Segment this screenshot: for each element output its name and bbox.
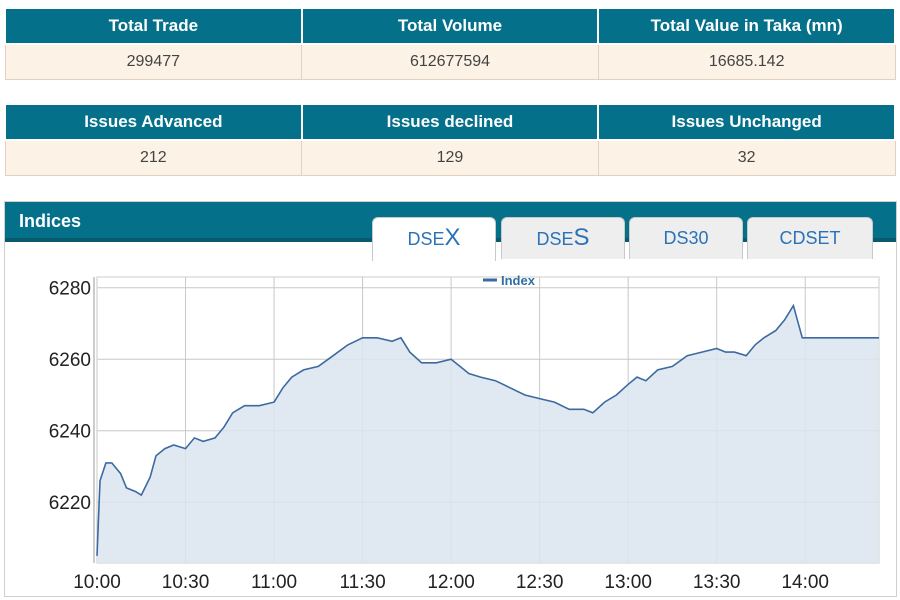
tab-cdset[interactable]: CDSET bbox=[747, 217, 873, 259]
total-value-value: 16685.142 bbox=[597, 43, 896, 80]
total-volume-value: 612677594 bbox=[301, 43, 599, 80]
total-trade-header: Total Trade bbox=[4, 7, 303, 45]
issues-advanced-header: Issues Advanced bbox=[4, 103, 303, 141]
tab-dsex[interactable]: DSEX bbox=[372, 217, 496, 261]
index-area bbox=[97, 305, 879, 563]
x-tick-label: 10:30 bbox=[162, 572, 210, 593]
tab-dses-label: DSE bbox=[536, 229, 574, 249]
indices-panel: Indices 10:00 10:30 11:00 11:30 12:00 12:30 13… bbox=[4, 201, 897, 597]
indices-title: Indices bbox=[19, 211, 82, 231]
x-tick-label: 13:00 bbox=[604, 572, 652, 593]
tab-ds30[interactable]: DS30 bbox=[629, 217, 743, 259]
x-tick-label: 12:30 bbox=[516, 572, 564, 593]
market-summary-table: Total Trade Total Volume Total Value in … bbox=[4, 7, 896, 80]
issues-table: Issues Advanced Issues declined Issues U… bbox=[4, 103, 896, 176]
tab-ds30-label: DS30 bbox=[663, 228, 709, 248]
tab-dsex-label-suffix: X bbox=[444, 224, 461, 251]
legend-label: Index bbox=[501, 273, 536, 288]
x-tick-label: 13:30 bbox=[693, 572, 741, 593]
tab-dses[interactable]: DSES bbox=[501, 217, 625, 259]
dse-index-chart: 10:00 10:30 11:00 11:30 12:00 12:30 13:00 13:30… bbox=[49, 246, 880, 593]
issues-declined-value: 129 bbox=[301, 139, 599, 176]
x-tick-label: 11:00 bbox=[251, 572, 297, 593]
y-tick-label: 6280 bbox=[49, 279, 91, 300]
tab-dsex-label: DSE bbox=[407, 229, 445, 249]
x-tick-label: 10:00 bbox=[73, 572, 121, 593]
issues-unchanged-value: 32 bbox=[597, 139, 896, 176]
y-tick-label: 6220 bbox=[49, 493, 91, 514]
tab-cdset-label: CDSET bbox=[779, 228, 841, 248]
x-tick-label: 14:00 bbox=[781, 572, 829, 593]
total-value-header: Total Value in Taka (mn) bbox=[597, 7, 896, 45]
x-tick-label: 11:30 bbox=[340, 572, 386, 593]
total-volume-header: Total Volume bbox=[300, 7, 600, 45]
issues-advanced-value: 212 bbox=[4, 139, 303, 176]
index-line bbox=[96, 303, 879, 556]
y-tick-label: 6240 bbox=[49, 422, 91, 443]
total-trade-value: 299477 bbox=[4, 43, 303, 80]
issues-declined-header: Issues declined bbox=[300, 103, 600, 141]
issues-unchanged-header: Issues Unchanged bbox=[597, 103, 896, 141]
y-tick-label: 6260 bbox=[49, 350, 91, 371]
x-tick-label: 12:00 bbox=[427, 572, 475, 593]
tab-dses-label-suffix: S bbox=[573, 224, 590, 251]
